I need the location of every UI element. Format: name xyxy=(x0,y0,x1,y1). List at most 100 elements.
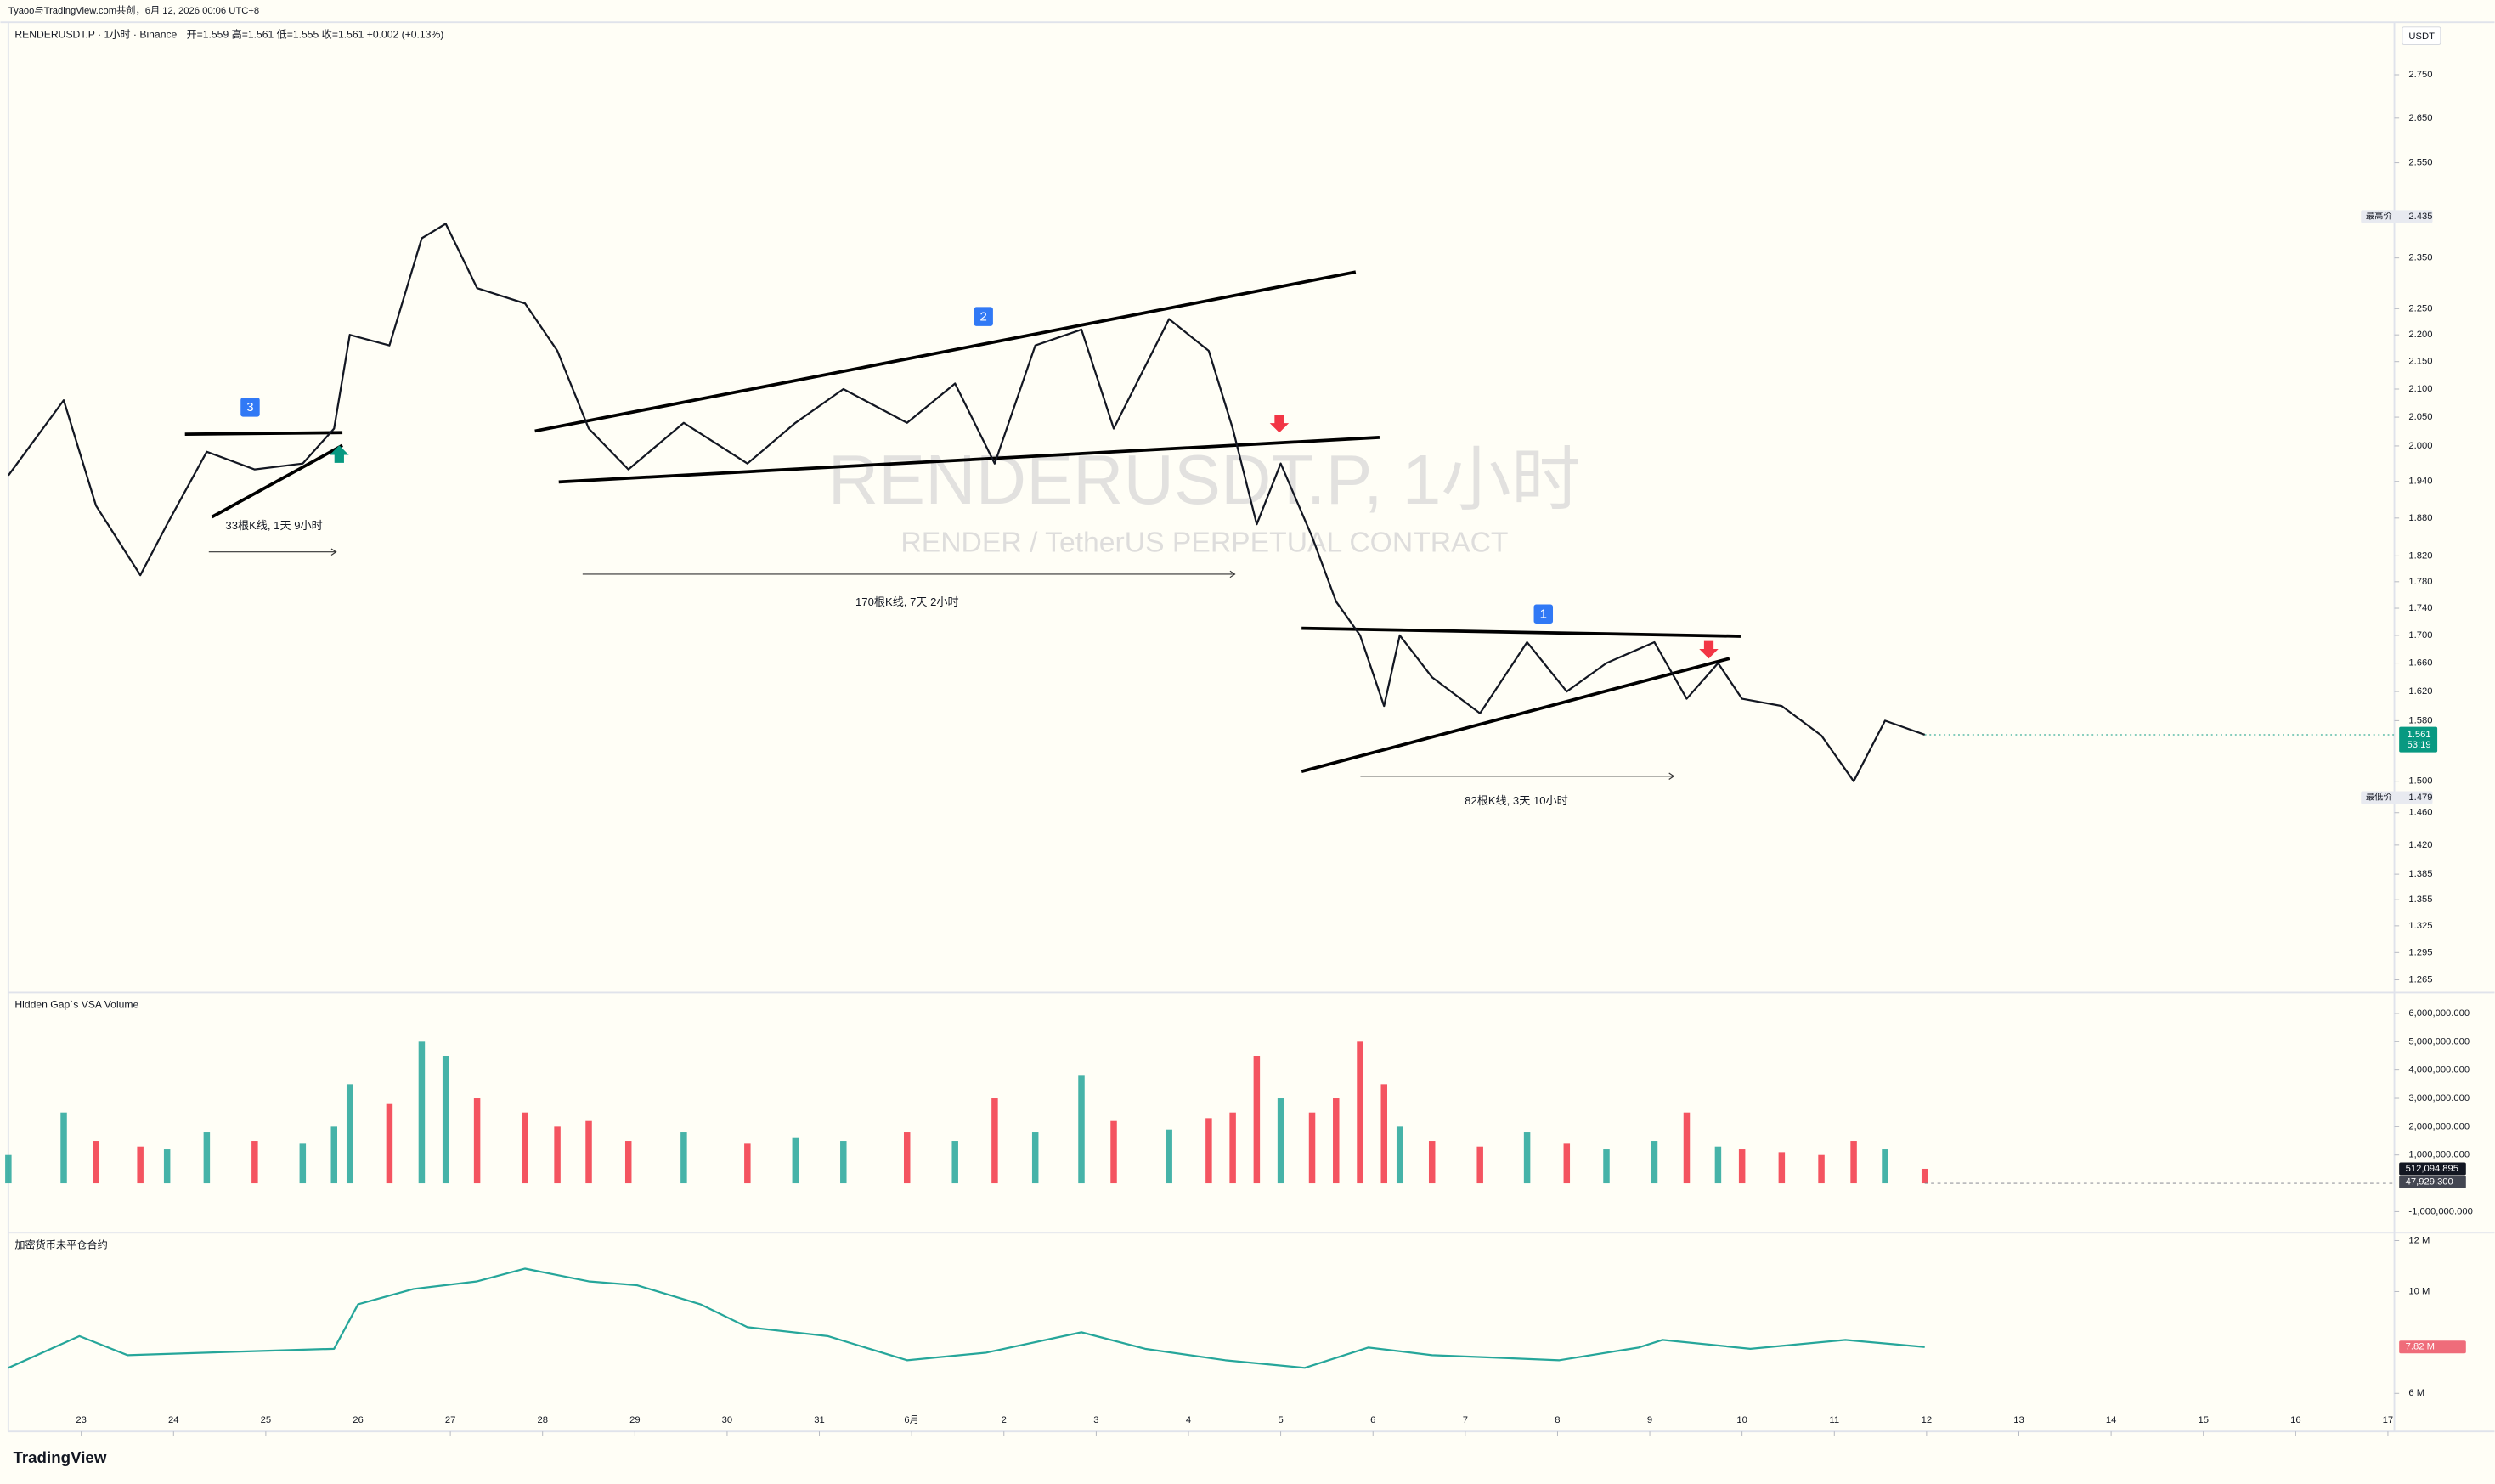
trend-line xyxy=(534,270,1357,433)
volume-bar xyxy=(299,1143,307,1184)
volume-bar xyxy=(1850,1141,1857,1184)
measure-label: 170根K线, 7天 2小时 xyxy=(855,595,959,608)
x-tick-label: 12 xyxy=(1922,1415,1932,1425)
x-tick-label: 15 xyxy=(2198,1415,2208,1425)
volume-bar xyxy=(1714,1146,1722,1184)
volume-bar xyxy=(1205,1118,1212,1184)
y-tick-label: 2,000,000.000 xyxy=(2408,1121,2470,1131)
price-label-value: 1.479 xyxy=(2408,793,2432,803)
y-tick-label: 1.420 xyxy=(2408,840,2432,850)
y-tick-label: 1.700 xyxy=(2408,630,2432,640)
volume-bar xyxy=(1563,1143,1571,1184)
x-tick-label: 25 xyxy=(261,1415,271,1425)
x-tick-label: 29 xyxy=(629,1415,640,1425)
price-line xyxy=(7,223,1926,782)
price-label-name: 最高价 xyxy=(2366,211,2392,222)
y-tick-label: 1.940 xyxy=(2408,477,2432,487)
x-tick-label: 6 xyxy=(1370,1415,1375,1425)
down-arrow xyxy=(1699,640,1719,659)
volume-bar xyxy=(1683,1112,1691,1184)
measure-arrow xyxy=(1229,570,1236,578)
y-tick-label: 2.000 xyxy=(2408,441,2432,451)
x-tick-label: 8 xyxy=(1555,1415,1560,1425)
volume-bar xyxy=(840,1141,847,1184)
last-price-box xyxy=(2399,726,2438,753)
volume-bar xyxy=(1357,1041,1363,1184)
down-arrow xyxy=(1269,415,1290,433)
x-tick-label: 13 xyxy=(2013,1415,2024,1425)
y-tick-label: 6,000,000.000 xyxy=(2408,1008,2470,1018)
volume-bar xyxy=(5,1154,12,1184)
volume-bar xyxy=(554,1126,561,1184)
y-tick-label: 6 M xyxy=(2408,1388,2424,1398)
watermark-symbol: RENDERUSDT.P, 1小时 xyxy=(828,441,1582,519)
watermark-description: RENDER / TetherUS PERPETUAL CONTRACT xyxy=(900,526,1508,558)
panel-title: Hidden Gap`s VSA Volume xyxy=(14,999,138,1011)
volume-bar xyxy=(1277,1098,1284,1184)
volume-bar xyxy=(1396,1126,1403,1184)
volume-bar xyxy=(251,1141,258,1184)
volume-bar xyxy=(1651,1141,1658,1184)
measure-arrow xyxy=(330,548,337,556)
y-tick-label: 1.325 xyxy=(2408,921,2432,931)
volume-bar xyxy=(1253,1056,1261,1184)
x-tick-label: 24 xyxy=(168,1415,178,1425)
currency-box xyxy=(2402,26,2441,45)
y-tick-label: 1.500 xyxy=(2408,776,2432,787)
x-tick-label: 7 xyxy=(1463,1415,1468,1425)
pattern-label: 3 xyxy=(246,400,253,415)
volume-bar xyxy=(744,1143,751,1184)
volume-bar xyxy=(1882,1149,1888,1184)
x-tick-label: 27 xyxy=(445,1415,455,1425)
panel-title: RENDERUSDT.P · 1小时 · Binance xyxy=(14,28,177,40)
y-tick-label: 1.880 xyxy=(2408,513,2432,523)
author-line: Tyaoo与TradingView.com共创，6月 12, 2026 00:0… xyxy=(8,5,259,16)
last-value-label: 512,094.895 xyxy=(2406,1164,2458,1174)
volume-bar xyxy=(1818,1154,1825,1184)
y-tick-label: 2.350 xyxy=(2408,253,2432,263)
trend-line xyxy=(211,443,343,519)
volume-bar xyxy=(60,1112,67,1184)
y-tick-label: 1.780 xyxy=(2408,577,2432,587)
price-label-box xyxy=(2361,791,2433,804)
pattern-badge xyxy=(974,307,993,326)
x-tick-label: 6月 xyxy=(904,1415,918,1425)
x-tick-label: 28 xyxy=(537,1415,547,1425)
x-tick-label: 31 xyxy=(814,1415,824,1425)
measure-arrow xyxy=(1668,772,1675,780)
volume-bar xyxy=(1428,1141,1436,1184)
volume-bar xyxy=(1603,1149,1610,1184)
y-tick-label: 1.820 xyxy=(2408,550,2432,561)
volume-bar xyxy=(346,1084,353,1184)
y-tick-label: 2.100 xyxy=(2408,384,2432,394)
panel-title: 加密货币未平仓合约 xyxy=(14,1238,107,1250)
y-tick-label: 2.250 xyxy=(2408,303,2432,313)
last-price-countdown: 53:19 xyxy=(2408,740,2431,750)
volume-bar xyxy=(991,1098,998,1184)
ohlc-legend: 开=1.559 高=1.561 低=1.555 收=1.561 +0.002 (… xyxy=(187,27,444,40)
volume-bar xyxy=(442,1056,449,1184)
volume-bar xyxy=(1476,1146,1483,1184)
volume-bar xyxy=(1110,1120,1117,1184)
x-tick-label: 5 xyxy=(1278,1415,1283,1425)
y-tick-label: 1.660 xyxy=(2408,658,2432,669)
x-tick-label: 26 xyxy=(353,1415,363,1425)
y-tick-label: 5,000,000.000 xyxy=(2408,1036,2470,1047)
measure-label: 82根K线, 3天 10小时 xyxy=(1465,794,1568,807)
y-tick-label: 1.295 xyxy=(2408,947,2432,957)
y-tick-label: 1.460 xyxy=(2408,808,2432,818)
volume-bar xyxy=(418,1041,426,1184)
logo: TradingView xyxy=(13,1448,106,1466)
price-label-name: 最低价 xyxy=(2366,792,2392,803)
volume-bar xyxy=(93,1141,99,1184)
pattern-label: 2 xyxy=(980,310,987,324)
y-tick-label: 2.550 xyxy=(2408,158,2432,168)
y-tick-label: 1.385 xyxy=(2408,869,2432,879)
measure-label: 33根K线, 1天 9小时 xyxy=(225,519,322,532)
last-value-box xyxy=(2399,1175,2466,1188)
pattern-label: 1 xyxy=(1540,607,1547,622)
y-tick-label: 1.740 xyxy=(2408,603,2432,613)
volume-bar xyxy=(1333,1098,1340,1184)
y-tick-label: 2.050 xyxy=(2408,412,2432,422)
